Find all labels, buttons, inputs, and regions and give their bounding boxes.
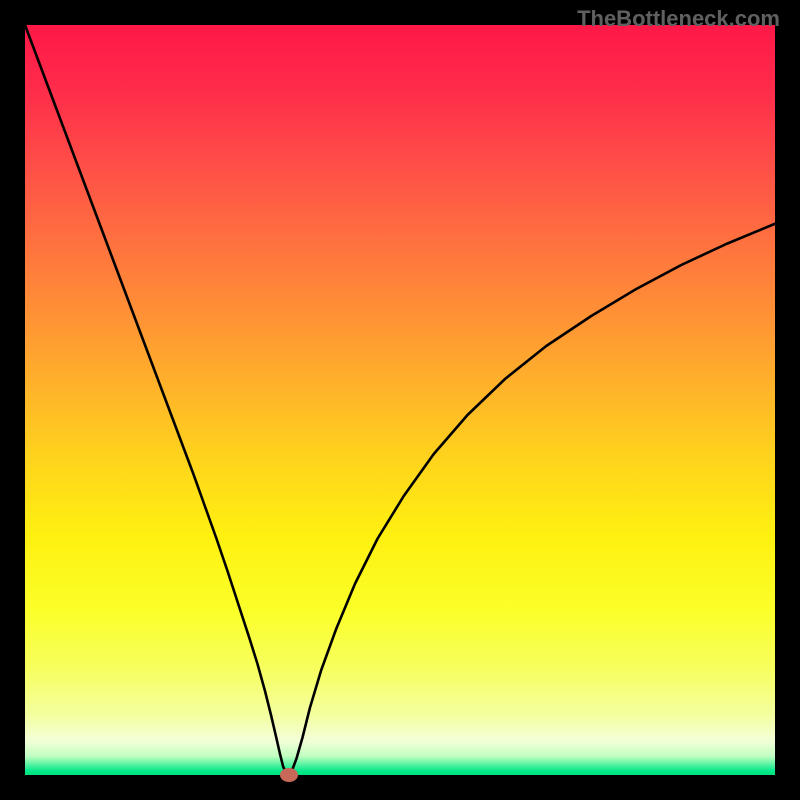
bottleneck-chart (0, 0, 800, 800)
optimal-point-marker (280, 768, 298, 782)
watermark-text: TheBottleneck.com (577, 6, 780, 32)
chart-container: TheBottleneck.com (0, 0, 800, 800)
gradient-background (25, 25, 775, 775)
